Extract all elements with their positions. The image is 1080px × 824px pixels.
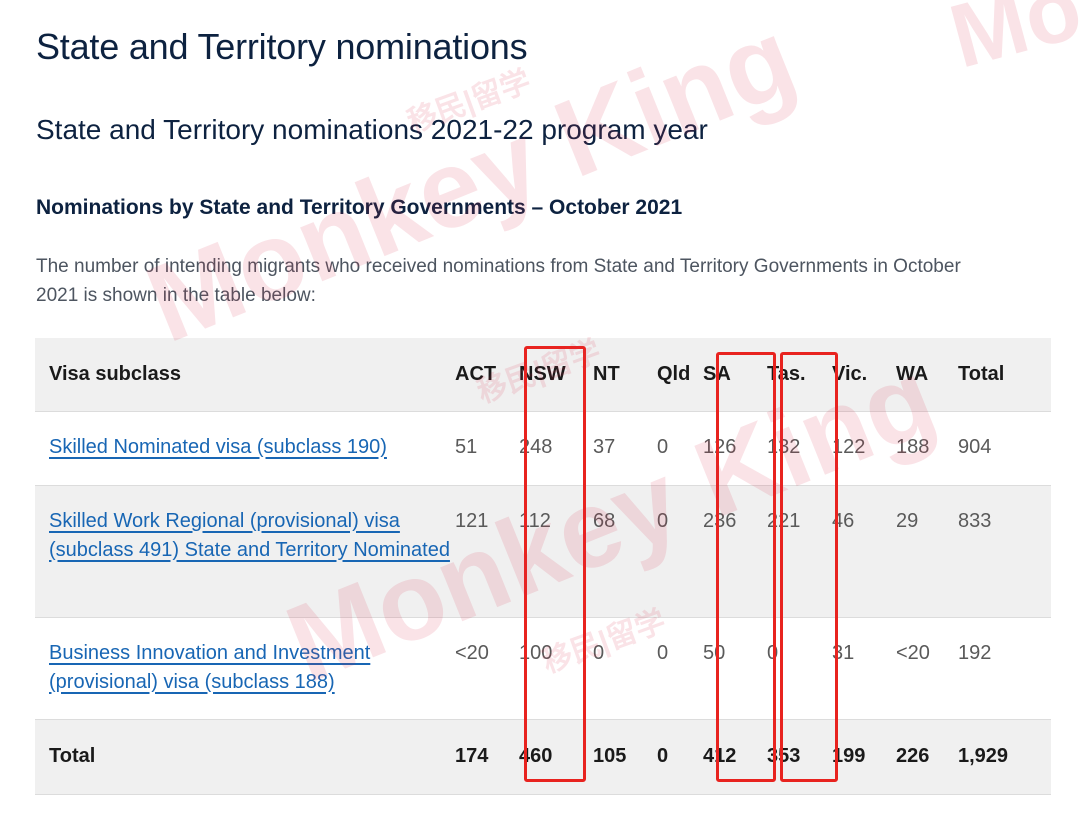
cell-nt: 37 — [593, 435, 616, 458]
cell-tas: 0 — [767, 641, 779, 664]
header-sa: SA — [703, 362, 731, 385]
cell-total: 833 — [958, 509, 992, 532]
cell-total: 192 — [958, 641, 992, 664]
header-nt: NT — [593, 362, 620, 385]
cell-wa: 29 — [896, 509, 919, 532]
header-total: Total — [958, 362, 1005, 385]
cell-nt: 68 — [593, 509, 616, 532]
section-heading: Nominations by State and Territory Gover… — [36, 196, 683, 219]
visa-cell: Skilled Nominated visa (subclass 190) — [35, 411, 455, 485]
visa-link-188[interactable]: Business Innovation and Investment (prov… — [49, 641, 371, 693]
cell-wa: 188 — [896, 435, 930, 458]
cell-nsw: 100 — [519, 641, 553, 664]
header-act: ACT — [455, 362, 497, 385]
header-tas: Tas. — [767, 362, 806, 385]
page-title: State and Territory nominations — [36, 26, 528, 67]
visa-link-491[interactable]: Skilled Work Regional (provisional) visa… — [49, 509, 450, 561]
header-visa-subclass: Visa subclass — [49, 362, 181, 385]
watermark-brand: Monkey King — [940, 0, 1080, 89]
total-act: 174 — [455, 745, 489, 767]
cell-nsw: 112 — [519, 509, 551, 532]
total-tas: 353 — [767, 745, 801, 767]
cell-total: 904 — [958, 435, 992, 458]
page-subtitle: State and Territory nominations 2021-22 … — [36, 114, 708, 145]
cell-act: 51 — [455, 435, 478, 458]
visa-cell: Business Innovation and Investment (prov… — [35, 617, 455, 719]
cell-tas: 132 — [767, 435, 801, 458]
cell-wa: <20 — [896, 641, 930, 664]
cell-act: 121 — [455, 509, 489, 532]
nominations-table: Visa subclass ACT NSW NT Qld SA Tas. Vic… — [35, 338, 1051, 795]
table-row: Business Innovation and Investment (prov… — [35, 617, 1051, 719]
cell-nsw: 248 — [519, 435, 553, 458]
header-qld: Qld — [657, 362, 691, 385]
cell-qld: 0 — [657, 641, 669, 664]
total-label: Total — [49, 745, 96, 767]
cell-vic: 31 — [832, 641, 855, 664]
header-wa: WA — [896, 362, 929, 385]
total-vic: 199 — [832, 745, 866, 767]
table-total-row: Total 174 460 105 0 412 353 199 226 1,92… — [35, 719, 1051, 794]
total-wa: 226 — [896, 745, 930, 767]
total-nsw: 460 — [519, 745, 553, 767]
intro-paragraph: The number of intending migrants who rec… — [36, 256, 961, 306]
header-nsw: NSW — [519, 362, 566, 385]
total-sa: 412 — [703, 745, 737, 767]
total-nt: 105 — [593, 745, 627, 767]
visa-link-190[interactable]: Skilled Nominated visa (subclass 190) — [49, 435, 387, 458]
cell-sa: 236 — [703, 509, 737, 532]
visa-cell: Skilled Work Regional (provisional) visa… — [35, 485, 455, 617]
table-header-row: Visa subclass ACT NSW NT Qld SA Tas. Vic… — [35, 338, 1051, 411]
cell-tas: 221 — [767, 509, 801, 532]
total-total: 1,929 — [958, 745, 1009, 767]
header-vic: Vic. — [832, 362, 868, 385]
cell-vic: 122 — [832, 435, 866, 458]
table-row: Skilled Work Regional (provisional) visa… — [35, 485, 1051, 617]
cell-vic: 46 — [832, 509, 855, 532]
cell-sa: 126 — [703, 435, 737, 458]
nominations-table-wrapper: Visa subclass ACT NSW NT Qld SA Tas. Vic… — [35, 338, 1051, 795]
table-row: Skilled Nominated visa (subclass 190) 51… — [35, 411, 1051, 485]
cell-sa: 50 — [703, 641, 726, 664]
cell-nt: 0 — [593, 641, 605, 664]
cell-qld: 0 — [657, 509, 669, 532]
cell-act: <20 — [455, 641, 489, 664]
total-qld: 0 — [657, 745, 669, 767]
cell-qld: 0 — [657, 435, 669, 458]
